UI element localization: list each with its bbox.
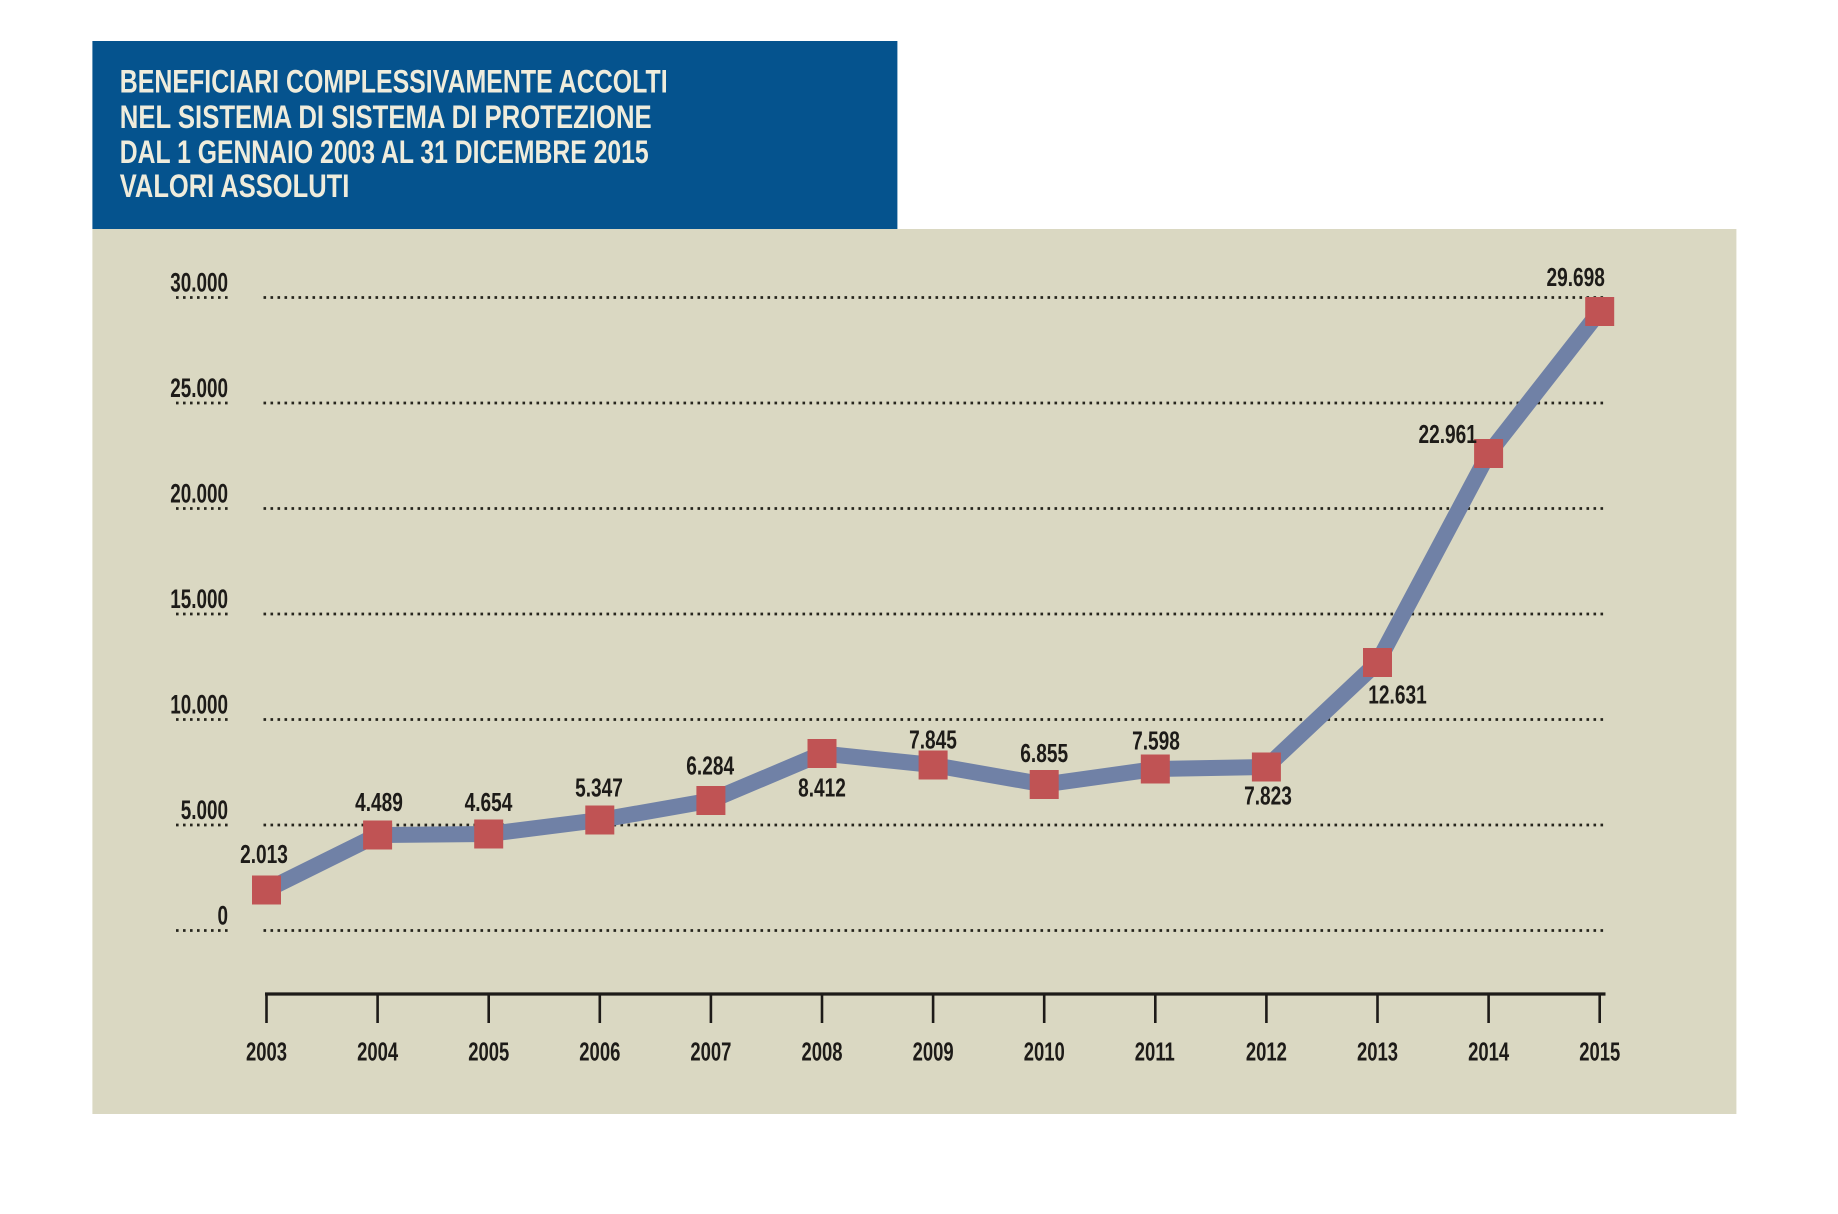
svg-text:6.284: 6.284	[686, 750, 734, 780]
svg-text:20.000: 20.000	[170, 478, 228, 508]
svg-text:2011: 2011	[1135, 1037, 1175, 1066]
svg-text:12.631: 12.631	[1368, 680, 1427, 710]
svg-text:VALORI ASSOLUTI: VALORI ASSOLUTI	[120, 169, 349, 205]
svg-text:NEL SISTEMA DI SISTEMA DI PROT: NEL SISTEMA DI SISTEMA DI PROTEZIONE	[120, 99, 652, 136]
svg-text:2010: 2010	[1024, 1037, 1065, 1066]
svg-text:4.654: 4.654	[465, 787, 513, 817]
svg-text:2004: 2004	[357, 1037, 398, 1066]
svg-text:7.823: 7.823	[1244, 781, 1292, 811]
svg-text:2003: 2003	[246, 1037, 287, 1066]
svg-text:30.000: 30.000	[170, 267, 228, 297]
svg-text:2008: 2008	[802, 1037, 843, 1066]
svg-text:2.013: 2.013	[240, 839, 288, 869]
svg-text:2014: 2014	[1468, 1037, 1509, 1066]
svg-text:5.000: 5.000	[181, 795, 228, 825]
svg-text:DAL 1 GENNAIO 2003 AL 31 DICEM: DAL 1 GENNAIO 2003 AL 31 DICEMBRE 2015	[120, 135, 649, 171]
svg-text:2005: 2005	[468, 1037, 509, 1066]
svg-text:4.489: 4.489	[355, 787, 403, 817]
svg-text:10.000: 10.000	[170, 689, 228, 719]
svg-text:0: 0	[217, 900, 228, 930]
svg-text:2015: 2015	[1579, 1037, 1620, 1066]
svg-text:25.000: 25.000	[170, 373, 228, 403]
svg-text:2007: 2007	[690, 1037, 731, 1066]
svg-text:15.000: 15.000	[170, 584, 228, 614]
svg-text:BENEFICIARI COMPLESSIVAMENTE A: BENEFICIARI COMPLESSIVAMENTE ACCOLTI	[120, 65, 668, 101]
svg-text:7.845: 7.845	[909, 724, 957, 754]
svg-text:2006: 2006	[579, 1037, 620, 1066]
svg-text:29.698: 29.698	[1547, 262, 1605, 292]
svg-text:2009: 2009	[913, 1037, 954, 1066]
svg-text:7.598: 7.598	[1132, 726, 1180, 756]
svg-text:2013: 2013	[1357, 1037, 1398, 1066]
svg-text:8.412: 8.412	[798, 772, 846, 802]
svg-text:22.961: 22.961	[1419, 419, 1478, 449]
svg-text:6.855: 6.855	[1020, 738, 1068, 768]
svg-text:5.347: 5.347	[575, 772, 623, 802]
svg-text:2012: 2012	[1246, 1037, 1287, 1066]
